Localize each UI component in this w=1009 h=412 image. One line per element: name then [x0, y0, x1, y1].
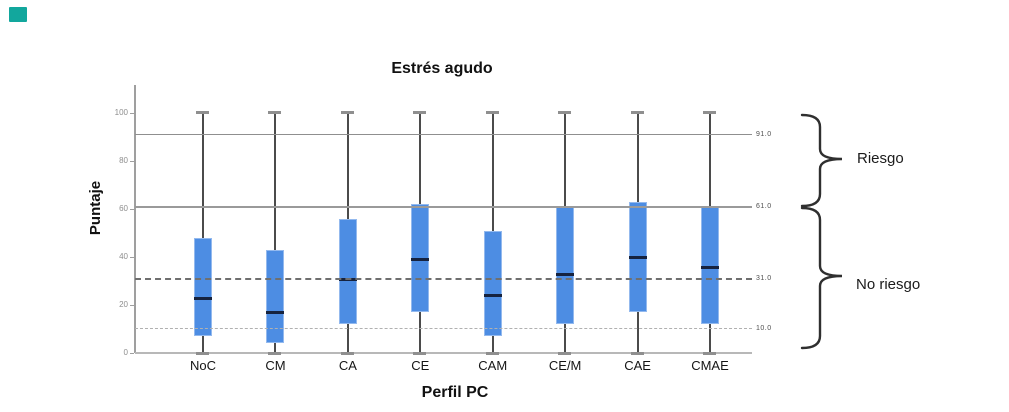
median-line: [701, 265, 719, 269]
y-tick-label: 60: [119, 204, 128, 213]
median-line: [556, 272, 575, 276]
whisker-cap-top: [485, 111, 499, 114]
reference-line: [135, 133, 752, 135]
box: [411, 204, 430, 313]
whisker-cap-bottom: [340, 352, 354, 355]
riesgo-label: Riesgo: [857, 150, 904, 167]
x-axis-line: [135, 352, 752, 354]
whisker-cap-top: [413, 111, 427, 114]
whisker-cap-bottom: [558, 352, 572, 355]
whisker-cap-top: [558, 111, 572, 114]
reference-line: [135, 277, 752, 280]
y-tick-mark: [130, 113, 134, 114]
y-tick-label: 0: [123, 348, 128, 357]
no-riesgo-brace: [800, 206, 843, 350]
whisker-cap-bottom: [703, 352, 716, 355]
whisker-cap-top: [196, 111, 209, 114]
whisker-line: [274, 113, 277, 353]
whisker-cap-top: [340, 111, 354, 114]
whisker-cap-bottom: [485, 352, 499, 355]
whisker-cap-bottom: [630, 352, 644, 355]
y-tick-mark: [130, 257, 134, 258]
riesgo-brace: [800, 113, 843, 208]
reference-line-label: 31.0: [756, 274, 772, 282]
whisker-cap-bottom: [413, 352, 427, 355]
y-tick-mark: [130, 161, 134, 162]
median-line: [628, 256, 647, 259]
reference-line: [135, 205, 752, 208]
x-tick-label: CAE: [624, 358, 651, 373]
x-tick-label: CAM: [478, 358, 508, 373]
y-tick-label: 100: [114, 108, 128, 117]
no-riesgo-label: No riesgo: [856, 276, 921, 293]
x-tick-label: NoC: [189, 358, 216, 373]
median-line: [411, 258, 430, 262]
x-axis-title: Perfil PC: [421, 384, 489, 401]
whisker-line: [202, 113, 204, 353]
box: [266, 249, 285, 344]
reference-line-label: 10.0: [756, 325, 772, 332]
whisker-cap-top: [630, 111, 644, 114]
x-tick-label: CMAE: [691, 358, 729, 373]
y-tick-label: 20: [119, 300, 128, 309]
x-tick-label: CE/M: [548, 358, 582, 373]
whisker-cap-top: [268, 111, 282, 114]
reference-line: [135, 328, 752, 329]
y-tick-mark: [130, 209, 134, 210]
whisker-cap-bottom: [196, 352, 209, 355]
box: [338, 218, 357, 325]
reference-line-label: 91.0: [756, 130, 772, 138]
x-tick-label: CA: [338, 358, 357, 373]
x-tick-label: CE: [411, 358, 430, 373]
box: [556, 206, 575, 325]
median-line: [266, 311, 285, 315]
whisker-cap-top: [703, 111, 716, 114]
chart-title: Estrés agudo: [391, 60, 493, 77]
teal-corner-marker: [9, 7, 27, 22]
y-tick-label: 80: [119, 156, 128, 165]
box: [194, 237, 212, 337]
whisker-cap-bottom: [268, 352, 282, 355]
reference-line-label: 61.0: [756, 202, 772, 210]
box: [483, 230, 502, 337]
y-axis-line: [134, 85, 136, 353]
x-tick-label: CM: [265, 358, 286, 373]
median-line: [194, 296, 212, 300]
risk-braces: [800, 113, 843, 350]
y-tick-mark: [130, 305, 134, 306]
y-tick-mark: [130, 353, 134, 354]
median-line: [483, 294, 502, 298]
y-tick-label: 40: [119, 252, 128, 261]
